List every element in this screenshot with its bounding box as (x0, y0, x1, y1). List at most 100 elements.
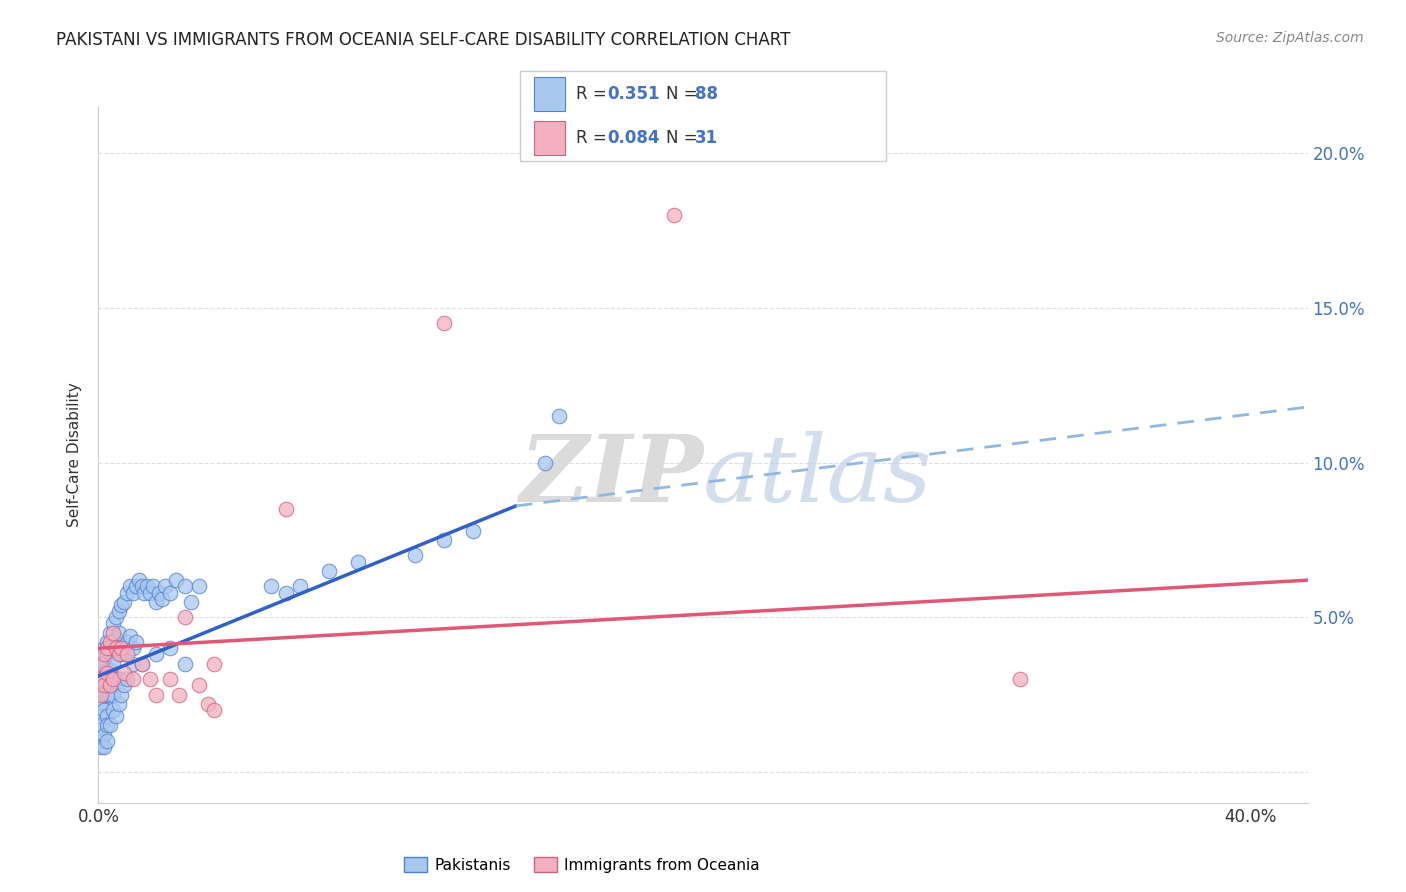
Point (98, 663, 121, 677)
Point (165, 573, 187, 587)
Point (159, 641, 181, 656)
Point (139, 672, 162, 686)
Text: PAKISTANI VS IMMIGRANTS FROM OCEANIA SELF-CARE DISABILITY CORRELATION CHART: PAKISTANI VS IMMIGRANTS FROM OCEANIA SEL… (56, 31, 790, 49)
Point (136, 579, 159, 593)
Point (120, 629, 142, 643)
Text: 31: 31 (695, 129, 717, 147)
Point (139, 585, 162, 599)
Text: N =: N = (666, 85, 703, 103)
Text: R =: R = (576, 129, 613, 147)
Point (122, 641, 145, 656)
Point (115, 585, 138, 599)
Point (96, 641, 118, 656)
Point (125, 635, 148, 649)
Point (104, 641, 127, 656)
Point (107, 697, 129, 711)
Point (461, 524, 484, 538)
Point (115, 672, 138, 686)
Point (131, 657, 153, 671)
Point (96, 688, 118, 702)
Point (433, 533, 456, 547)
Point (173, 610, 195, 624)
Point (159, 672, 181, 686)
Point (93, 678, 115, 692)
Point (96, 709, 118, 723)
Point (122, 657, 145, 671)
Y-axis label: Self-Care Disability: Self-Care Disability (67, 383, 83, 527)
Point (404, 549, 426, 563)
Point (98, 688, 121, 702)
Point (90, 688, 112, 702)
Point (90, 665, 112, 680)
Point (93, 728, 115, 742)
Point (188, 678, 211, 692)
Point (131, 657, 153, 671)
Point (101, 616, 124, 631)
Point (145, 688, 167, 702)
Point (101, 703, 124, 717)
Point (142, 579, 165, 593)
Text: 88: 88 (695, 85, 717, 103)
Point (104, 672, 127, 686)
Point (112, 648, 135, 662)
Point (96, 663, 118, 677)
Point (107, 625, 129, 640)
Point (288, 579, 311, 593)
Point (150, 591, 173, 606)
Point (93, 688, 115, 702)
Point (98, 678, 121, 692)
Text: atlas: atlas (703, 431, 932, 521)
Point (96, 718, 118, 732)
Point (98, 635, 121, 649)
Point (90, 734, 112, 748)
Point (104, 610, 127, 624)
Point (145, 648, 167, 662)
Point (93, 672, 115, 686)
Point (197, 697, 219, 711)
Point (93, 740, 115, 755)
Point (134, 585, 156, 599)
Point (346, 555, 368, 569)
Point (433, 317, 456, 331)
Point (93, 641, 115, 656)
Point (93, 657, 115, 671)
Point (112, 665, 135, 680)
Point (98, 718, 121, 732)
Point (93, 648, 115, 662)
Point (1008, 672, 1031, 686)
Point (260, 579, 283, 593)
Point (128, 573, 150, 587)
Point (101, 672, 124, 686)
Point (115, 635, 138, 649)
Point (274, 585, 297, 599)
Text: 0.084: 0.084 (607, 129, 659, 147)
Point (90, 657, 112, 671)
Point (104, 632, 127, 646)
Point (112, 595, 135, 609)
Point (318, 564, 340, 578)
Point (90, 672, 112, 686)
Point (202, 657, 225, 671)
Point (90, 678, 112, 692)
Point (115, 648, 138, 662)
Text: ZIP: ZIP (519, 431, 703, 521)
Point (96, 635, 118, 649)
Point (101, 635, 124, 649)
Point (167, 688, 190, 702)
Point (90, 740, 112, 755)
Point (131, 579, 153, 593)
Point (112, 678, 135, 692)
Point (90, 709, 112, 723)
Point (188, 579, 211, 593)
Point (101, 625, 124, 640)
Point (274, 502, 297, 516)
Point (145, 595, 167, 609)
Point (110, 688, 132, 702)
Point (90, 672, 112, 686)
Point (173, 657, 195, 671)
Point (110, 598, 132, 612)
Point (101, 688, 124, 702)
Point (159, 585, 181, 599)
Point (153, 579, 176, 593)
Point (90, 657, 112, 671)
